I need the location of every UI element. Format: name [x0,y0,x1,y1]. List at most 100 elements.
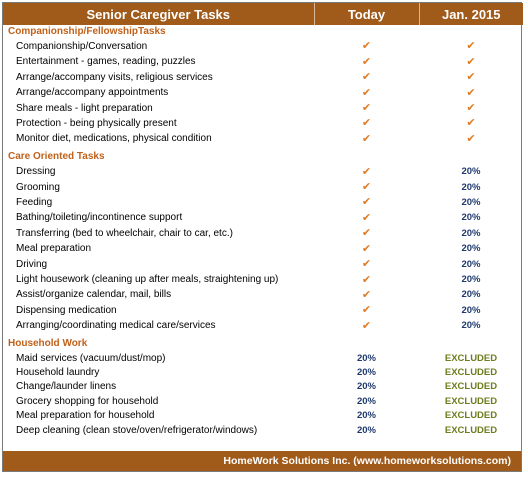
task-name: Grocery shopping for household [16,395,159,407]
task-name: Feeding [16,196,53,208]
task-name: Driving [16,258,48,270]
task-name: Light housework (cleaning up after meals… [16,274,279,285]
section-header-row: Household Work [3,337,523,351]
future-value: EXCLUDED [444,424,498,436]
task-name: Dispensing medication [16,304,117,316]
table-row: Transferring (bed to wheelchair, chair t… [3,226,523,241]
table-row: Feeding ✔ 20% [3,195,523,210]
checkmark-icon: ✔ [466,132,476,145]
task-name: Maid services (vacuum/dust/mop) [16,352,166,364]
checkmark-icon: ✔ [361,258,372,271]
header-task: Senior Caregiver Tasks [3,3,315,25]
table-row: Arrange/accompany visits, religious serv… [3,70,523,85]
tasks-body: Companionship/FellowshipTasks Companionsh… [3,25,523,438]
table-row: Change/launder linens 20% EXCLUDED [3,380,523,394]
task-name: Deep cleaning (clean stove/oven/refriger… [16,424,258,436]
future-value: 20% [461,166,481,178]
checkmark-icon: ✔ [361,227,372,240]
checkmark-icon: ✔ [361,242,372,255]
future-value: 20% [461,304,481,316]
table-row: Grooming ✔ 20% [3,180,523,195]
checkmark-icon: ✔ [361,181,372,194]
task-name: Change/launder linens [16,381,117,393]
checkmark-icon: ✔ [361,71,372,84]
task-name: Assist/organize calendar, mail, bills [16,289,172,301]
table-row: Monitor diet, medications, physical cond… [3,132,523,147]
table-row: Dispensing medication ✔ 20% [3,303,523,318]
table-row: Protection - being physically present ✔ ✔ [3,116,523,131]
future-value: EXCLUDED [444,381,498,393]
checkmark-icon: ✔ [466,71,476,84]
checkmark-icon: ✔ [361,273,372,286]
task-name: Transferring (bed to wheelchair, chair t… [16,227,233,239]
checkmark-icon: ✔ [466,55,476,68]
section-title: Care Oriented Tasks [8,151,105,163]
future-value: 20% [461,196,481,208]
future-value: EXCLUDED [444,366,498,378]
checkmark-icon: ✔ [361,102,372,115]
checkmark-icon: ✔ [466,102,476,115]
task-name: Grooming [16,181,60,193]
checkmark-icon: ✔ [361,117,372,130]
table-row: Household laundry 20% EXCLUDED [3,366,523,380]
caregiver-tasks-sheet: Senior Caregiver Tasks Today Jan. 2015 C… [2,2,523,472]
task-name: Share meals - light preparation [16,102,153,114]
checkmark-icon: ✔ [361,196,372,209]
table-row: Driving ✔ 20% [3,257,523,272]
table-row: Entertainment - games, reading, puzzles ✔… [3,55,523,70]
checkmark-icon: ✔ [361,132,372,145]
future-value: EXCLUDED [444,395,498,407]
checkmark-icon: ✔ [361,288,372,301]
task-name: Bathing/toileting/incontinence support [16,212,183,224]
table-row: Grocery shopping for household 20% EXCLUDE… [3,395,523,409]
checkmark-icon: ✔ [361,165,372,178]
table-row: Meal preparation for household 20% EXCLUDE… [3,409,523,423]
checkmark-icon: ✔ [361,319,372,332]
future-value: 20% [461,212,481,224]
checkmark-icon: ✔ [466,86,476,99]
today-value: 20% [356,352,376,364]
future-value: 20% [461,181,481,193]
table-row: Assist/organize calendar, mail, bills ✔ 20… [3,288,523,303]
task-name: Arrange/accompany appointments [16,87,169,99]
tasks-table: Senior Caregiver Tasks Today Jan. 2015 C… [3,3,523,438]
checkmark-icon: ✔ [466,40,476,53]
task-name: Meal preparation for household [16,410,155,422]
table-row: Arranging/coordinating medical care/serv… [3,319,523,334]
future-value: EXCLUDED [444,352,498,364]
table-row: Maid services (vacuum/dust/mop) 20% EXCLUD… [3,352,523,366]
future-value: 20% [461,243,481,255]
table-row: Arrange/accompany appointments ✔ ✔ [3,86,523,101]
table-row: Companionship/Conversation ✔ ✔ [3,39,523,54]
table-row: Light housework (cleaning up after meals… [3,273,523,288]
checkmark-icon: ✔ [466,117,476,130]
future-value: 20% [461,320,481,332]
task-name: Protection - being physically present [16,117,177,129]
today-value: 20% [356,366,376,378]
checkmark-icon: ✔ [361,55,372,68]
section-title: Companionship/FellowshipTasks [8,26,166,37]
future-value: 20% [461,289,481,301]
future-value: 20% [461,227,481,239]
future-value: EXCLUDED [444,410,498,422]
header-future: Jan. 2015 [419,3,523,25]
today-value: 20% [356,424,376,436]
section-header-row: Companionship/FellowshipTasks [3,25,523,39]
task-name: Dressing [16,166,56,178]
task-name: Household laundry [16,366,100,378]
task-name: Entertainment - games, reading, puzzles [16,56,196,68]
checkmark-icon: ✔ [361,211,372,224]
section-header-row: Care Oriented Tasks [3,150,523,164]
task-name: Companionship/Conversation [16,40,148,52]
table-row: Bathing/toileting/incontinence support ✔ 2… [3,211,523,226]
task-name: Arrange/accompany visits, religious serv… [16,71,213,83]
table-row: Deep cleaning (clean stove/oven/refriger… [3,424,523,438]
header-row: Senior Caregiver Tasks Today Jan. 2015 [3,3,523,25]
future-value: 20% [461,274,481,285]
header-today: Today [314,3,420,25]
today-value: 20% [356,395,376,407]
table-row: Share meals - light preparation ✔ ✔ [3,101,523,116]
task-name: Monitor diet, medications, physical cond… [16,133,212,145]
today-value: 20% [356,410,376,422]
table-row: Meal preparation ✔ 20% [3,242,523,257]
